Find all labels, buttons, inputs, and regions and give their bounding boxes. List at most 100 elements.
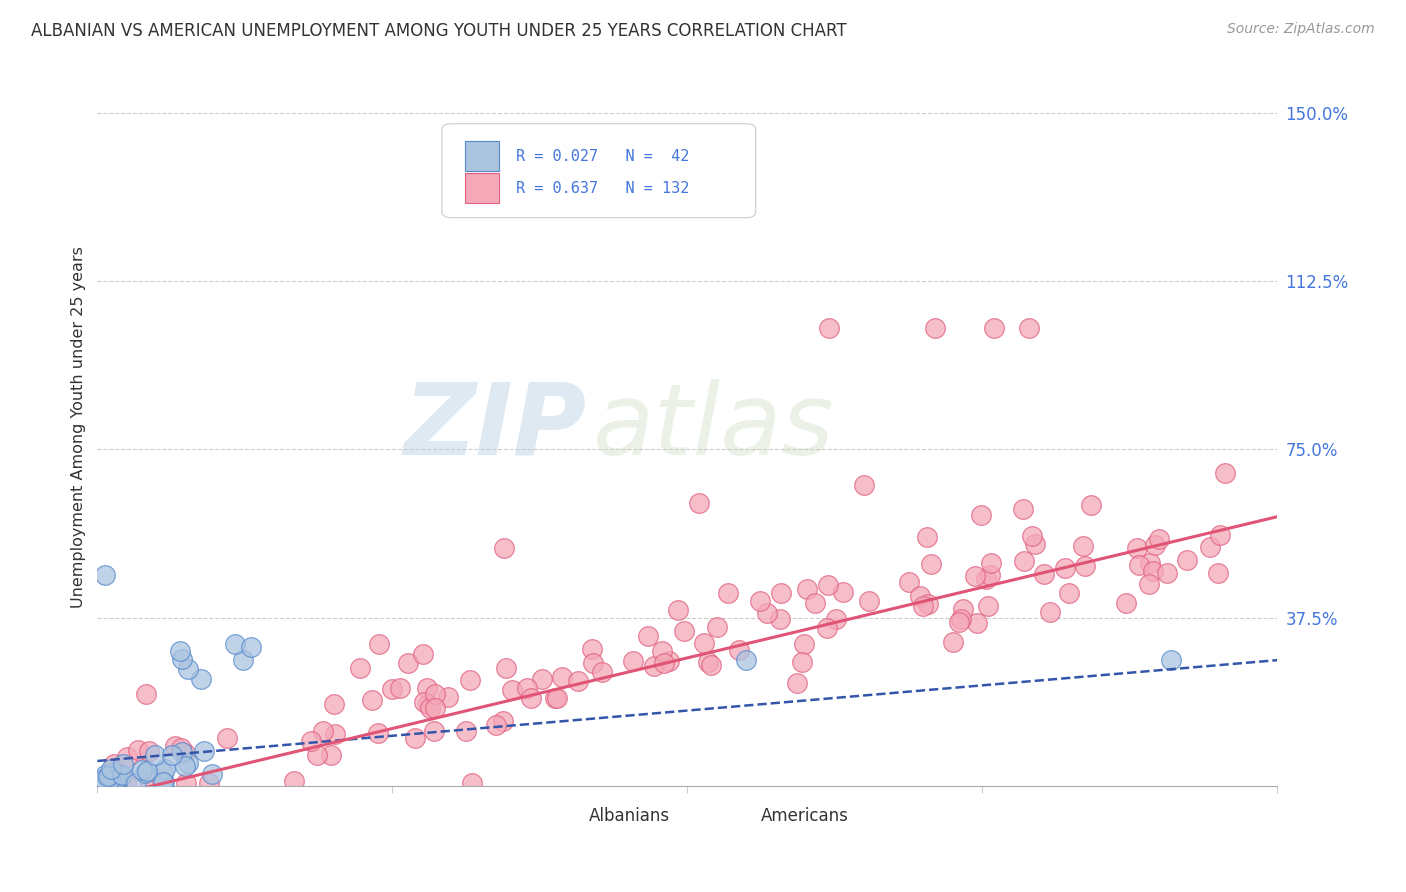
Point: [1038, 606, 1060, 620]
Point: [105, 773, 128, 788]
Point: [107, 768, 129, 782]
Point: [174, 776, 197, 790]
Point: [1012, 554, 1035, 568]
Point: [239, 640, 262, 654]
Point: [818, 321, 841, 335]
Point: [437, 690, 460, 705]
Point: [963, 569, 986, 583]
Point: [520, 690, 543, 705]
Point: [105, 772, 128, 787]
Point: [143, 747, 166, 762]
Point: [152, 775, 174, 789]
Point: [651, 644, 673, 658]
Point: [413, 695, 436, 709]
Point: [637, 629, 659, 643]
Point: [422, 724, 444, 739]
Point: [93, 568, 115, 582]
Point: [101, 772, 124, 787]
Point: [172, 744, 194, 758]
Point: [388, 681, 411, 696]
Point: [396, 657, 419, 671]
Point: [404, 731, 426, 746]
Point: [193, 744, 215, 758]
Point: [153, 774, 176, 789]
Point: [825, 612, 848, 626]
Point: [1160, 653, 1182, 667]
Point: [1142, 564, 1164, 578]
Point: [915, 531, 938, 545]
Point: [177, 662, 200, 676]
Point: [104, 774, 127, 789]
Point: [1139, 557, 1161, 571]
Point: [419, 700, 441, 714]
Point: [425, 701, 447, 715]
Point: [1147, 532, 1170, 546]
Point: [162, 747, 184, 762]
Point: [97, 769, 120, 783]
Text: R = 0.027   N =  42: R = 0.027 N = 42: [516, 148, 689, 163]
Point: [501, 683, 523, 698]
Point: [1074, 559, 1097, 574]
Point: [786, 676, 808, 690]
Point: [673, 624, 696, 638]
Point: [174, 747, 197, 761]
Point: [693, 635, 716, 649]
Point: [979, 568, 1001, 582]
Text: Albanians: Albanians: [589, 806, 671, 825]
Point: [215, 731, 238, 745]
Point: [170, 741, 193, 756]
Point: [127, 743, 149, 757]
Point: [531, 672, 554, 686]
Point: [1137, 577, 1160, 591]
Point: [173, 759, 195, 773]
Point: [858, 594, 880, 608]
Point: [170, 651, 193, 665]
Point: [643, 658, 665, 673]
Point: [93, 772, 115, 786]
Point: [980, 556, 1002, 570]
Point: [349, 661, 371, 675]
Point: [1156, 566, 1178, 580]
Text: Source: ZipAtlas.com: Source: ZipAtlas.com: [1227, 22, 1375, 37]
Point: [516, 681, 538, 695]
Point: [139, 776, 162, 790]
Point: [135, 764, 157, 779]
Text: Americans: Americans: [761, 806, 848, 825]
Point: [1033, 566, 1056, 581]
Point: [131, 763, 153, 777]
Point: [461, 776, 484, 790]
Point: [198, 776, 221, 790]
Point: [966, 616, 988, 631]
Point: [700, 658, 723, 673]
Point: [201, 766, 224, 780]
Point: [114, 776, 136, 790]
Point: [1128, 558, 1150, 573]
Point: [832, 585, 855, 599]
Point: [1057, 586, 1080, 600]
Point: [976, 572, 998, 586]
Point: [415, 681, 437, 695]
Point: [312, 723, 335, 738]
Point: [169, 644, 191, 658]
Point: [970, 508, 993, 523]
Point: [983, 321, 1005, 335]
Point: [135, 687, 157, 701]
Point: [232, 653, 254, 667]
Point: [717, 585, 740, 599]
Point: [458, 673, 481, 687]
Point: [924, 321, 946, 335]
Point: [853, 478, 876, 492]
Point: [190, 673, 212, 687]
Point: [688, 496, 710, 510]
Point: [581, 656, 603, 670]
Point: [456, 723, 478, 738]
Point: [103, 756, 125, 771]
Point: [1126, 541, 1149, 556]
Point: [948, 615, 970, 629]
Point: [815, 621, 838, 635]
Point: [111, 768, 134, 782]
Point: [1054, 561, 1077, 575]
Point: [581, 642, 603, 657]
Point: [790, 655, 813, 669]
Bar: [723, 811, 748, 829]
